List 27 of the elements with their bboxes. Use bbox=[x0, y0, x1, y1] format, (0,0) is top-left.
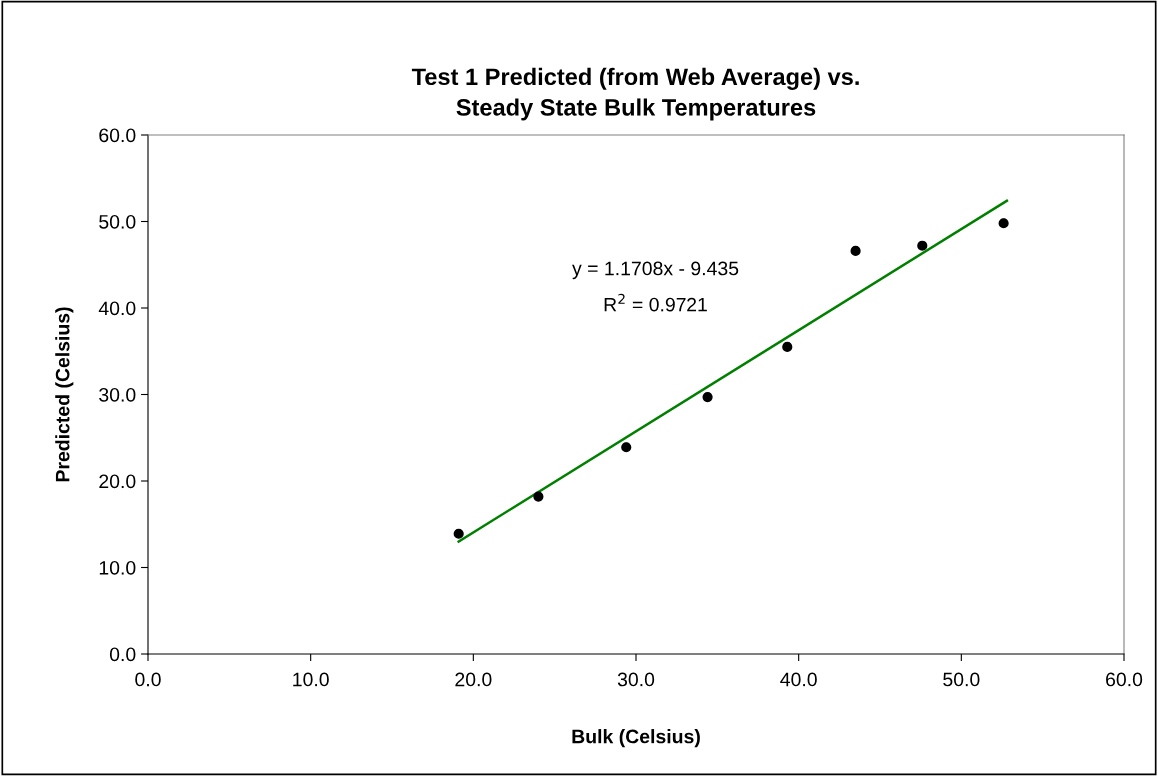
annotation: R$^{2}$ = 0.9721 bbox=[604, 293, 707, 312]
point bbox=[850, 245, 861, 256]
x-tick-label: 30.0 bbox=[617, 672, 655, 687]
point bbox=[917, 240, 928, 251]
y-tick-label: 30.0 bbox=[99, 387, 136, 402]
point bbox=[621, 442, 632, 453]
y-tick-label: 0.0 bbox=[109, 647, 136, 662]
y-tick-label: 40.0 bbox=[98, 301, 136, 316]
y-tick-label: 60.0 bbox=[99, 128, 136, 143]
chart-title: Test 1 Predicted (from Web Average) vs. Steady State Bulk Temperatures bbox=[411, 67, 859, 121]
x-tick-label: 0.0 bbox=[135, 672, 161, 687]
point bbox=[998, 218, 1009, 229]
x-tick-label: 20.0 bbox=[455, 672, 492, 687]
x-tick-label: 40.0 bbox=[780, 672, 817, 687]
x-axis-title: Bulk (Celsius) bbox=[572, 729, 700, 748]
x-tick-label: 10.0 bbox=[293, 672, 329, 687]
y-tick-label: 50.0 bbox=[99, 214, 136, 229]
y-axis-title: Predicted (Celsius) bbox=[55, 307, 74, 482]
point bbox=[702, 392, 713, 403]
point bbox=[782, 341, 793, 353]
x-tick-label: 60.0 bbox=[1106, 672, 1143, 687]
x-tick-label: 50.0 bbox=[943, 672, 980, 687]
point bbox=[533, 491, 544, 502]
point bbox=[453, 528, 464, 539]
y-tick-label: 20.0 bbox=[99, 474, 136, 489]
y-tick-label: 10.0 bbox=[99, 560, 136, 575]
annotation: y = 1.1708x - 9.435 bbox=[572, 261, 739, 280]
